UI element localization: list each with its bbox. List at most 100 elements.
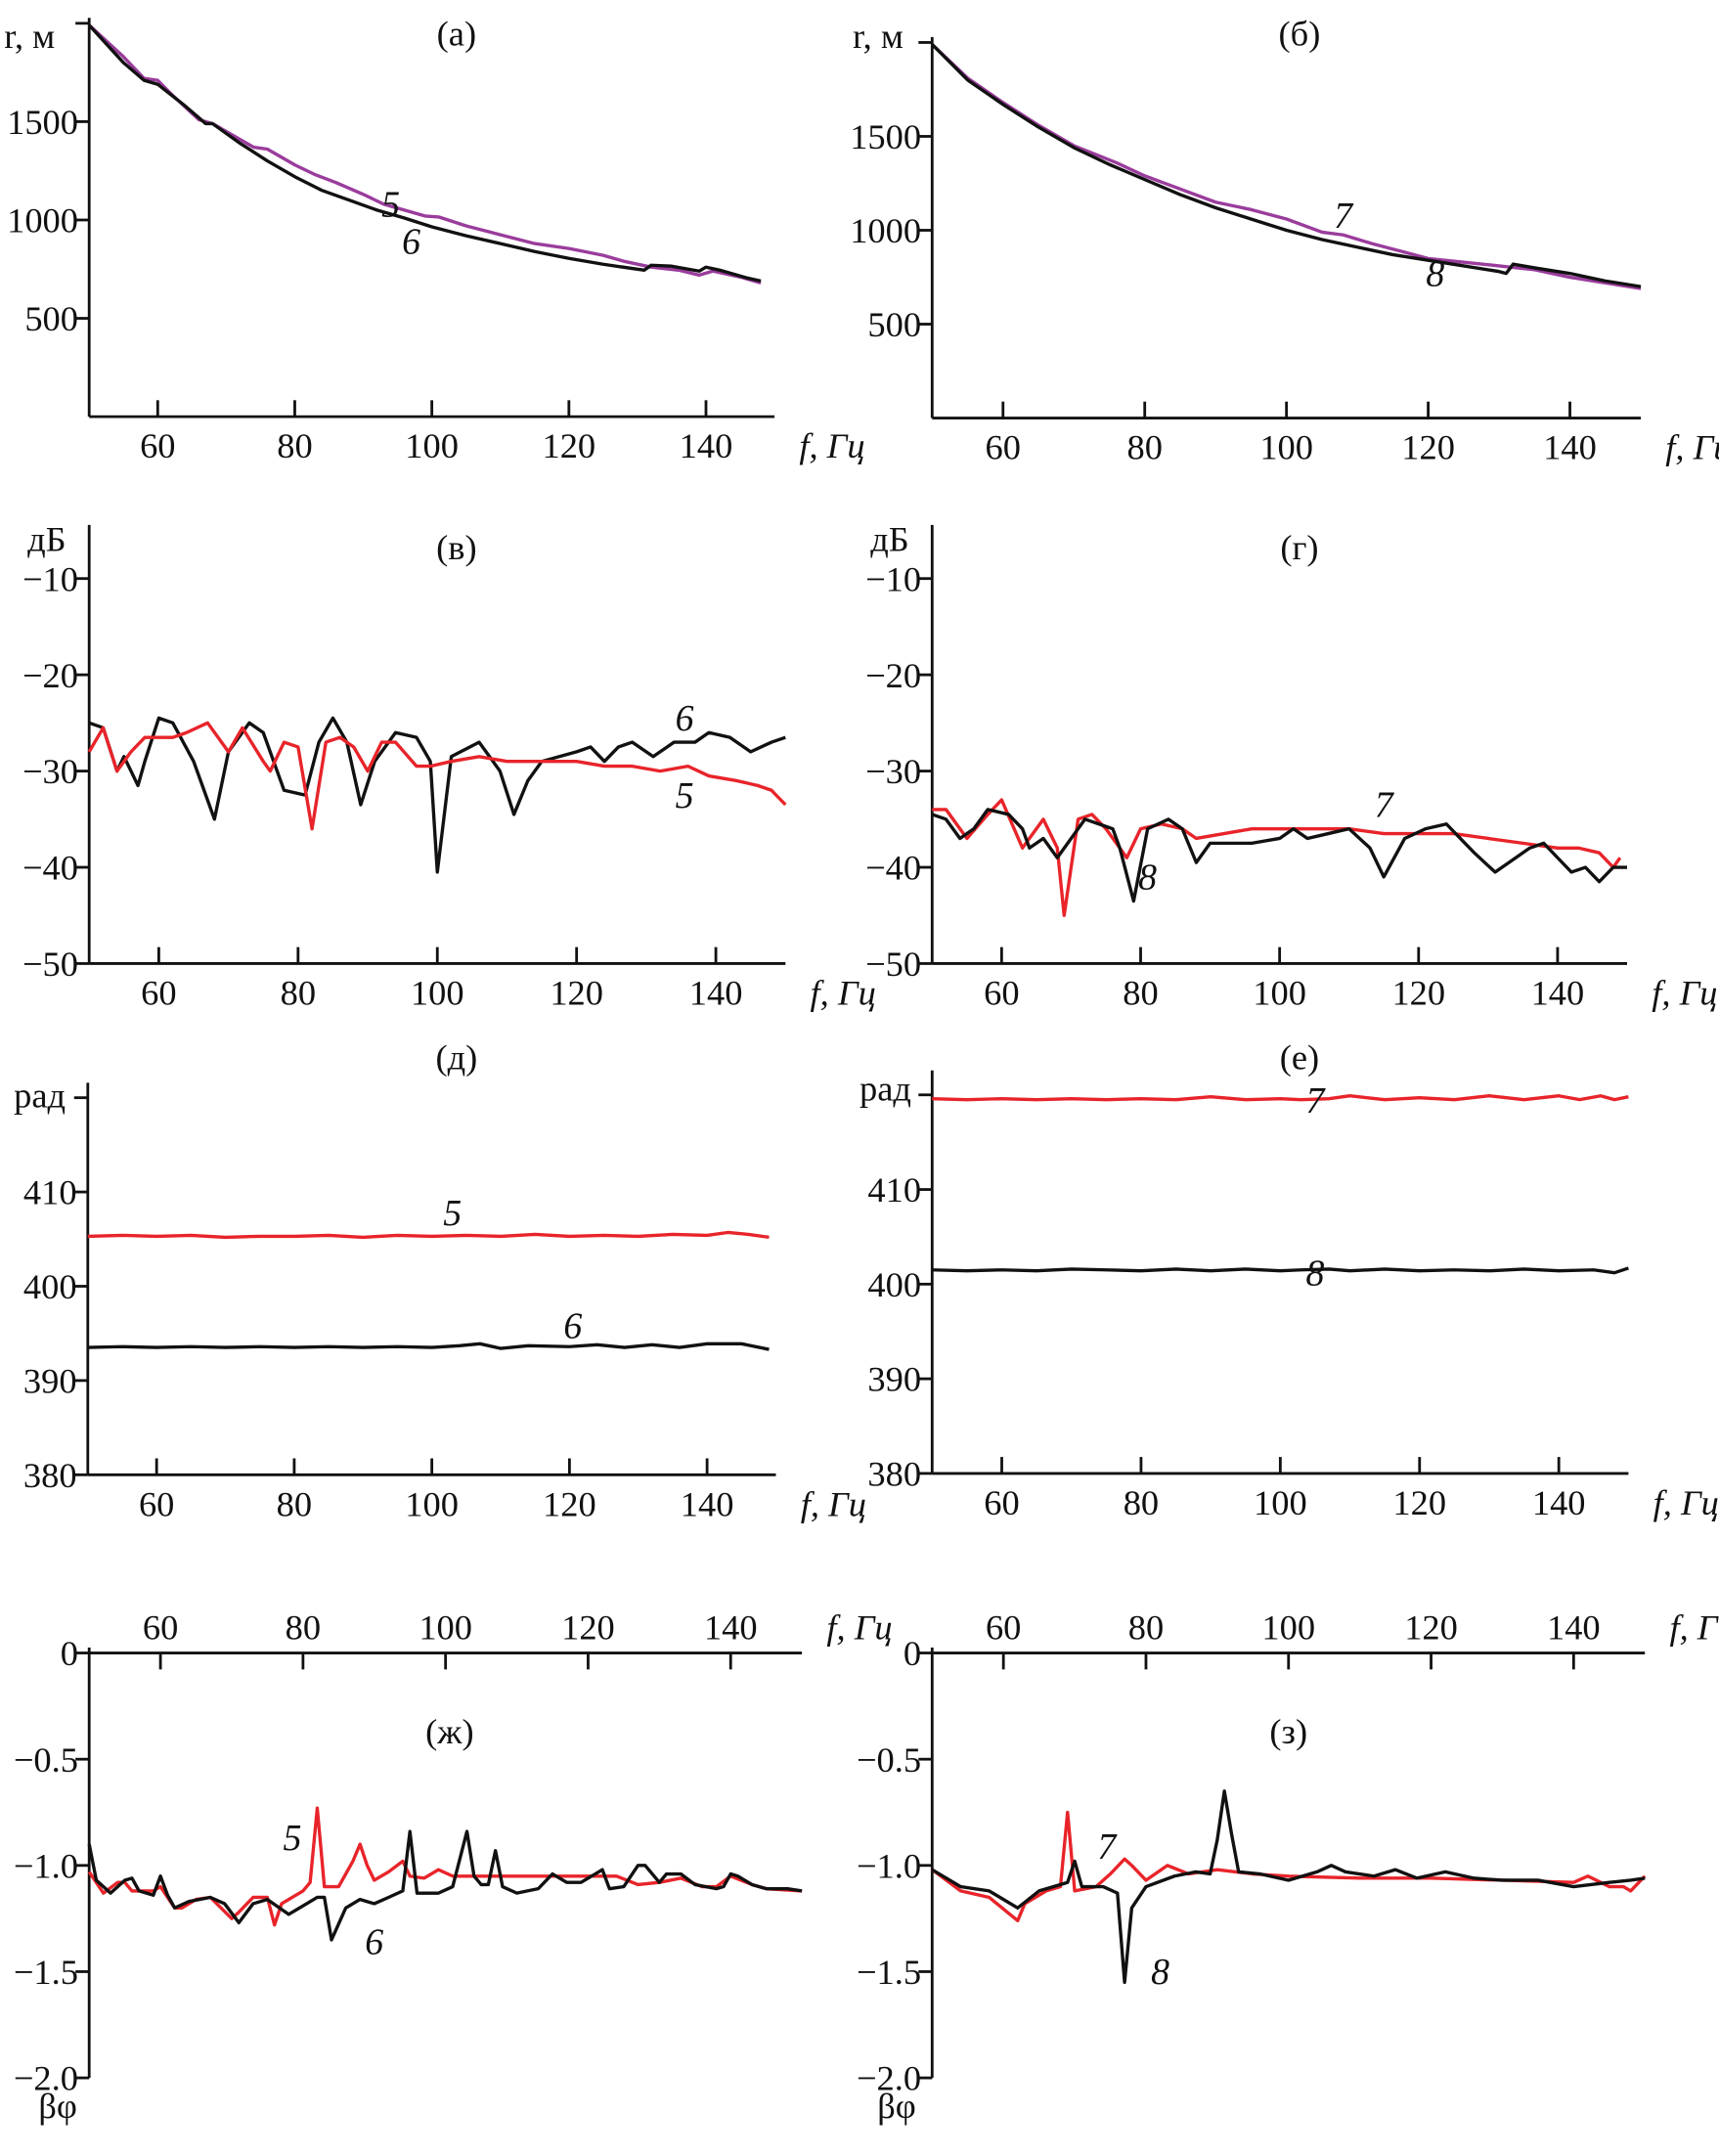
series-label-5: 5	[443, 1193, 462, 1234]
series-line-6	[87, 23, 762, 284]
series-line-8	[931, 43, 1642, 288]
series-label-6: 6	[563, 1306, 582, 1347]
series-line-8	[931, 808, 1627, 903]
y-tick-label: −40	[865, 849, 921, 888]
y-tick-label: −10	[22, 559, 78, 598]
series-label-5: 5	[381, 185, 400, 226]
series-label-5: 5	[283, 1818, 301, 1859]
x-tick-label: 120	[1392, 1483, 1446, 1522]
x-tick-label: 140	[704, 1608, 758, 1648]
panel-6: 60 80 100 120 140 f, Гц 380 390 400 410 рад (е)7 8	[860, 1037, 1719, 1522]
x-tick-label: 60	[986, 428, 1021, 467]
x-axis-label: f, Гц	[801, 1484, 866, 1523]
series-line-6	[87, 1829, 803, 1942]
x-tick-label: 80	[1128, 1608, 1164, 1648]
x-tick-label: 140	[680, 426, 733, 465]
y-tick-label: −1.0	[857, 1846, 921, 1885]
x-tick-label: 140	[681, 1484, 734, 1523]
x-tick-label: 100	[1261, 1608, 1315, 1648]
panel-7: 60 80 100 120 140 f, Гц 0 −0.5 −1.0 −1.5 −2.0βφ (ж)…	[14, 1608, 893, 2126]
panel-4: 60 80 100 120 140 f, Гц −10 −20 −30 −40 −50 дБ (г) 7 8	[865, 520, 1717, 1013]
x-tick-label: 60	[986, 1608, 1021, 1648]
y-tick-label: −2.0	[857, 2059, 921, 2098]
series-line-8	[932, 1266, 1629, 1275]
x-tick-label: 60	[140, 426, 175, 465]
panel-2: 60 80 100 120 140 f, Гц 500 1000 1500 r, м (б) 7 8	[850, 14, 1719, 466]
y-axis-label: дБ	[27, 520, 66, 559]
series-label-5: 5	[676, 775, 694, 816]
panel-title: (е)	[1280, 1037, 1319, 1077]
y-tick-label: 0	[904, 1634, 921, 1673]
x-tick-label: 60	[139, 1484, 174, 1523]
y-tick-label: −2.0	[14, 2059, 78, 2098]
y-tick-label: −10	[865, 559, 921, 598]
y-tick-label: −20	[22, 656, 78, 695]
x-tick-label: 100	[1254, 1483, 1307, 1522]
y-tick-label: 0	[61, 1634, 78, 1673]
y-tick-label: 1000	[7, 201, 78, 241]
series-line-7	[931, 1810, 1647, 1922]
x-tick-label: 80	[286, 1608, 321, 1648]
series-line-7	[932, 1094, 1629, 1102]
y-axis-label: βφ	[877, 2087, 916, 2126]
x-tick-label: 140	[1543, 428, 1597, 467]
x-tick-label: 100	[405, 426, 459, 465]
series-label-7: 7	[1375, 785, 1395, 826]
y-tick-label: 390	[867, 1360, 921, 1399]
panel-title: (ж)	[425, 1712, 473, 1751]
y-tick-label: 380	[867, 1455, 921, 1494]
x-axis-label: f, Гц	[799, 426, 864, 465]
x-tick-label: 120	[1391, 974, 1445, 1013]
y-tick-label: 400	[23, 1267, 77, 1306]
panel-5: 60 80 100 120 140 f, Гц 380 390 400 410 рад (д) 5 6	[14, 1037, 866, 1523]
x-tick-label: 60	[984, 1483, 1019, 1522]
panel-title: (д)	[435, 1037, 477, 1077]
panel-title: (а)	[437, 14, 476, 53]
panel-title: (з)	[1269, 1712, 1307, 1751]
y-tick-label: −40	[22, 849, 78, 888]
x-tick-label: 140	[1532, 1483, 1586, 1522]
x-tick-label: 80	[281, 974, 316, 1013]
y-tick-label: 1500	[7, 103, 78, 142]
y-axis-label: r, м	[853, 17, 904, 56]
x-tick-label: 120	[543, 1484, 596, 1523]
y-axis-label: дБ	[870, 520, 908, 559]
y-tick-label: 500	[867, 305, 921, 344]
x-tick-label: 60	[143, 1608, 178, 1648]
series-label-7: 7	[1334, 196, 1354, 237]
x-tick-label: 120	[550, 974, 603, 1013]
y-axis-label: рад	[860, 1070, 911, 1109]
series-label-8: 8	[1138, 857, 1157, 898]
x-tick-label: 80	[1124, 1483, 1159, 1522]
x-tick-label: 60	[984, 974, 1019, 1013]
x-tick-label: 80	[277, 1484, 312, 1523]
panel-title: (б)	[1279, 14, 1321, 53]
x-tick-label: 140	[689, 974, 743, 1013]
y-tick-label: −20	[865, 656, 921, 695]
series-label-8: 8	[1151, 1952, 1169, 1993]
y-tick-label: 500	[24, 299, 78, 338]
series-line-7	[932, 798, 1622, 917]
x-axis-label: f, Гц	[826, 1608, 892, 1648]
x-axis-label: f, Гц	[811, 974, 876, 1013]
x-tick-label: 120	[1404, 1608, 1458, 1648]
x-tick-label: 80	[1126, 428, 1162, 467]
x-tick-label: 100	[405, 1484, 459, 1523]
y-tick-label: 1500	[850, 117, 921, 156]
x-tick-label: 100	[419, 1608, 472, 1648]
series-label-8: 8	[1426, 253, 1444, 294]
y-tick-label: −50	[22, 945, 78, 984]
y-tick-label: 1000	[850, 211, 921, 250]
series-line-5	[88, 23, 762, 285]
y-tick-label: −1.5	[857, 1953, 921, 1992]
x-tick-label: 120	[1401, 428, 1455, 467]
y-tick-label: 390	[23, 1362, 77, 1401]
series-line-8	[931, 1789, 1646, 1985]
series-line-5	[87, 1230, 770, 1240]
x-tick-label: 80	[277, 426, 312, 465]
y-tick-label: 400	[867, 1265, 921, 1304]
x-tick-label: 100	[411, 974, 464, 1013]
x-tick-label: 60	[141, 974, 176, 1013]
x-axis-label: f, Гц	[1669, 1608, 1719, 1648]
